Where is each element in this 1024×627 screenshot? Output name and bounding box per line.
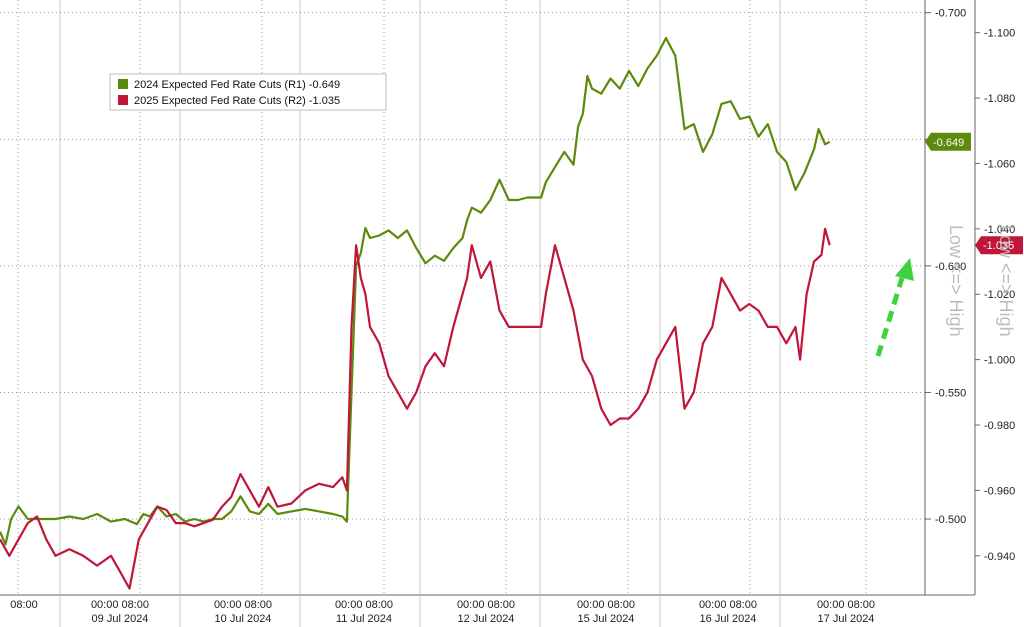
- low-high-text-1: Low <=> High: [946, 225, 966, 337]
- last-value-text-2024: -0.649: [933, 137, 964, 149]
- r1-tick-label: -0.600: [935, 261, 966, 273]
- x-tick-label: 00:00 08:00: [577, 599, 635, 611]
- x-date-label: 11 Jul 2024: [336, 613, 392, 625]
- series-layer: [0, 36, 831, 590]
- r2-tick-label: -1.020: [984, 289, 1015, 301]
- x-date-label: 12 Jul 2024: [458, 613, 515, 625]
- legend-swatch-2024: [118, 79, 128, 89]
- series-line-2025: [0, 227, 831, 590]
- legend-label-2025: 2025 Expected Fed Rate Cuts (R2) -1.035: [134, 95, 340, 107]
- r2-tick-label: -0.940: [984, 551, 1015, 563]
- r2-tick-label: -1.060: [984, 158, 1015, 170]
- last-value-tag-2024: [925, 132, 971, 151]
- trend-arrow-shaft: [875, 277, 905, 357]
- x-tick-label: 00:00 08:00: [214, 599, 272, 611]
- low-high-text-2: Low <=> High: [996, 225, 1016, 337]
- legend-swatch-2025: [118, 95, 128, 105]
- legend-label-2024: 2024 Expected Fed Rate Cuts (R1) -0.649: [134, 79, 340, 91]
- series-line-2024: [0, 36, 831, 546]
- x-tick-label: 00:00 08:00: [457, 599, 515, 611]
- x-date-label: 16 Jul 2024: [700, 613, 757, 625]
- r1-tick-label: -0.550: [935, 387, 966, 399]
- last-value-tag-2025: [975, 236, 1023, 255]
- x-tick-label: 00:00 08:00: [817, 599, 875, 611]
- trend-arrow-head: [895, 258, 914, 281]
- r2-tick-label: -1.040: [984, 224, 1015, 236]
- r2-tick-label: -1.080: [984, 93, 1015, 105]
- last-value-text-2025: -1.035: [983, 240, 1014, 252]
- r1-tick-label: -0.500: [935, 514, 966, 526]
- x-date-label: 09 Jul 2024: [92, 613, 149, 625]
- r2-tick-label: -0.960: [984, 485, 1015, 497]
- low-high-note-2: Low <=> High: [996, 225, 1016, 337]
- x-tick-label: 08:00: [10, 599, 38, 611]
- r1-tick-label: -0.700: [935, 8, 966, 20]
- last-value-tags: -0.649 -1.035: [925, 132, 1023, 255]
- low-high-note-1: Low <=> High: [946, 225, 966, 337]
- x-date-label: 17 Jul 2024: [818, 613, 875, 625]
- r2-tick-label: -0.980: [984, 420, 1015, 432]
- x-date-label: 10 Jul 2024: [215, 613, 272, 625]
- legend-box: [109, 73, 387, 111]
- x-tick-label: 00:00 08:00: [335, 599, 393, 611]
- legend: 2024 Expected Fed Rate Cuts (R1) -0.649 …: [109, 73, 387, 111]
- r2-tick-label: -1.100: [984, 28, 1015, 40]
- trend-arrow: [875, 258, 914, 357]
- x-tick-label: 00:00 08:00: [699, 599, 757, 611]
- x-tick-label: 00:00 08:00: [91, 599, 149, 611]
- x-date-label: 15 Jul 2024: [578, 613, 635, 625]
- r2-tick-label: -1.000: [984, 355, 1015, 367]
